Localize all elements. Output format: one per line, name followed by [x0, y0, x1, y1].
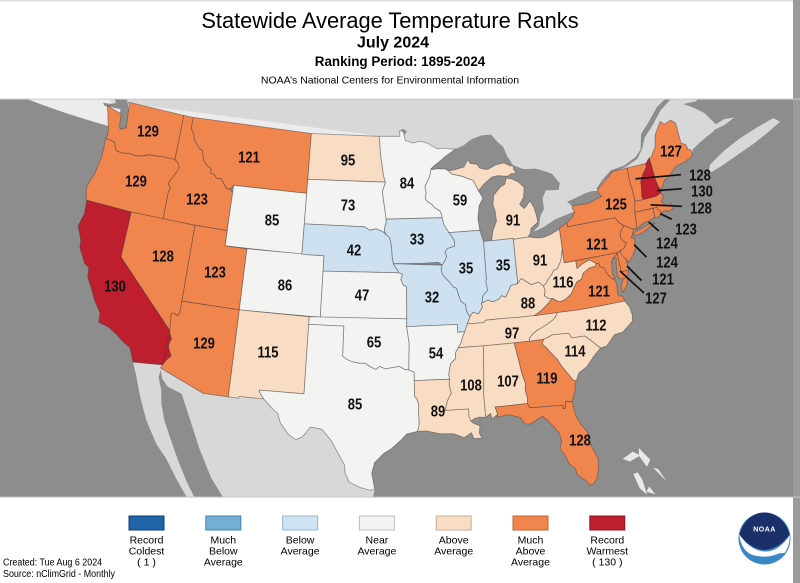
svg-text:Record: Record — [590, 535, 624, 547]
svg-text:127: 127 — [645, 291, 667, 308]
svg-text:Source: nClimGrid - Monthly: Source: nClimGrid - Monthly — [3, 568, 115, 580]
svg-text:Much: Much — [518, 535, 544, 547]
svg-text:Below: Below — [209, 546, 238, 558]
svg-text:Record: Record — [130, 535, 164, 547]
svg-text:121: 121 — [238, 150, 260, 167]
svg-text:32: 32 — [425, 290, 440, 307]
svg-text:130: 130 — [104, 279, 126, 296]
svg-text:Above: Above — [516, 546, 546, 558]
svg-text:NOAA: NOAA — [753, 527, 776, 534]
svg-text:59: 59 — [453, 193, 468, 210]
svg-text:( 130 ): ( 130 ) — [592, 557, 622, 569]
svg-text:108: 108 — [460, 378, 482, 395]
svg-text:Coldest: Coldest — [129, 546, 165, 558]
svg-text:116: 116 — [553, 275, 574, 292]
svg-text:Average: Average — [357, 546, 396, 558]
svg-text:112: 112 — [586, 318, 607, 335]
svg-text:128: 128 — [690, 201, 712, 218]
svg-text:Average: Average — [511, 557, 550, 569]
svg-text:121: 121 — [586, 237, 608, 254]
svg-text:Average: Average — [434, 546, 473, 558]
svg-text:128: 128 — [152, 249, 174, 266]
svg-text:95: 95 — [341, 153, 356, 170]
svg-text:Average: Average — [281, 546, 320, 558]
svg-text:129: 129 — [125, 174, 147, 191]
svg-text:88: 88 — [521, 296, 536, 313]
svg-text:125: 125 — [605, 197, 627, 214]
svg-text:128: 128 — [569, 433, 591, 450]
svg-text:65: 65 — [367, 335, 382, 352]
svg-text:121: 121 — [588, 284, 610, 301]
svg-text:84: 84 — [400, 176, 415, 193]
svg-text:35: 35 — [459, 261, 474, 278]
svg-text:Much: Much — [210, 535, 236, 547]
svg-text:124: 124 — [656, 255, 678, 272]
svg-text:128: 128 — [689, 168, 711, 185]
svg-text:115: 115 — [258, 345, 279, 362]
svg-text:123: 123 — [675, 222, 697, 239]
svg-text:Average: Average — [204, 557, 243, 569]
svg-text:Near: Near — [366, 535, 389, 547]
svg-text:33: 33 — [410, 232, 425, 249]
svg-text:85: 85 — [265, 213, 280, 230]
svg-text:NOAA’s National Centers for En: NOAA’s National Centers for Environmenta… — [261, 75, 519, 87]
svg-text:123: 123 — [186, 192, 208, 209]
svg-text:123: 123 — [204, 265, 226, 282]
svg-text:91: 91 — [533, 253, 548, 270]
svg-text:124: 124 — [656, 236, 678, 253]
svg-text:130: 130 — [691, 184, 713, 201]
svg-text:119: 119 — [537, 371, 558, 388]
svg-text:Statewide Average Temperature: Statewide Average Temperature Ranks — [201, 8, 578, 33]
svg-text:Above: Above — [439, 535, 469, 547]
svg-text:73: 73 — [341, 198, 356, 215]
svg-text:47: 47 — [355, 288, 370, 305]
svg-text:Warmest: Warmest — [586, 546, 628, 558]
svg-text:54: 54 — [429, 346, 444, 363]
svg-text:114: 114 — [565, 344, 586, 361]
svg-text:85: 85 — [348, 397, 363, 414]
svg-text:( 1 ): ( 1 ) — [137, 557, 156, 569]
svg-text:91: 91 — [506, 213, 521, 230]
svg-text:Below: Below — [286, 535, 315, 547]
svg-text:42: 42 — [347, 243, 362, 260]
svg-text:97: 97 — [505, 326, 520, 343]
svg-text:July 2024: July 2024 — [357, 35, 429, 52]
svg-text:129: 129 — [137, 124, 159, 141]
svg-text:Ranking Period: 1895-2024: Ranking Period: 1895-2024 — [315, 54, 486, 69]
svg-text:Created: Tue Aug 6 2024: Created: Tue Aug 6 2024 — [3, 557, 103, 569]
svg-text:121: 121 — [652, 272, 674, 289]
svg-text:107: 107 — [497, 374, 519, 391]
svg-text:86: 86 — [278, 278, 293, 295]
svg-text:35: 35 — [496, 258, 511, 275]
svg-text:129: 129 — [193, 336, 215, 353]
svg-text:127: 127 — [660, 144, 682, 161]
svg-text:89: 89 — [431, 404, 446, 421]
